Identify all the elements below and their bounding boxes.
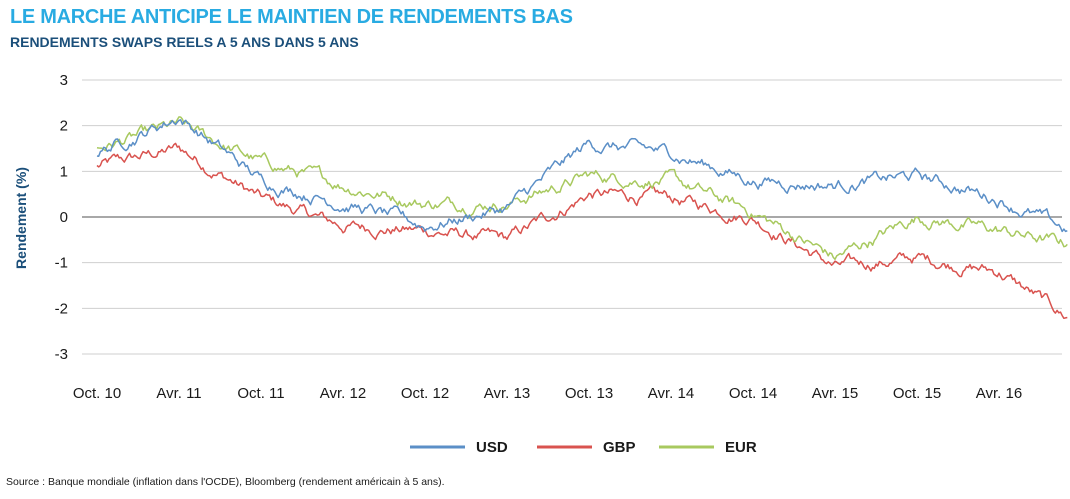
legend-label-usd: USD [476, 439, 508, 456]
legend-label-gbp: GBP [603, 439, 636, 456]
x-tick-labels: Oct. 10 Avr. 11 Oct. 11 Avr. 12 Oct. 12 Avr. … [73, 385, 1022, 402]
x-tick-label: Oct. 15 [893, 385, 941, 402]
x-tick-label: Oct. 13 [565, 385, 613, 402]
legend-label-eur: EUR [725, 439, 757, 456]
x-tick-label: Avr. 14 [648, 385, 694, 402]
x-tick-label: Oct. 10 [73, 385, 121, 402]
x-tick-label: Oct. 14 [729, 385, 777, 402]
y-tick-label: 3 [60, 72, 68, 89]
x-tick-label: Oct. 11 [237, 385, 284, 402]
x-tick-label: Avr. 12 [320, 385, 366, 402]
legend: USD GBP EUR [410, 439, 757, 456]
y-tick-label: -2 [55, 300, 68, 317]
y-tick-label: 0 [60, 209, 68, 226]
y-tick-labels: 3 2 1 0 -1 -2 -3 [55, 72, 68, 363]
x-tick-label: Avr. 13 [484, 385, 530, 402]
x-tick-label: Avr. 16 [976, 385, 1022, 402]
source-note: Source : Banque mondiale (inflation dans… [6, 476, 445, 488]
x-tick-label: Avr. 15 [812, 385, 858, 402]
y-tick-label: -3 [55, 346, 68, 363]
series-line-eur [97, 117, 1067, 259]
series-line-gbp [97, 143, 1067, 318]
x-tick-label: Avr. 11 [156, 385, 201, 402]
x-tick-label: Oct. 12 [401, 385, 449, 402]
y-tick-label: -1 [55, 255, 68, 272]
y-tick-label: 1 [60, 163, 68, 180]
y-tick-label: 2 [60, 118, 68, 135]
y-axis-label: Rendement (%) [13, 167, 29, 269]
